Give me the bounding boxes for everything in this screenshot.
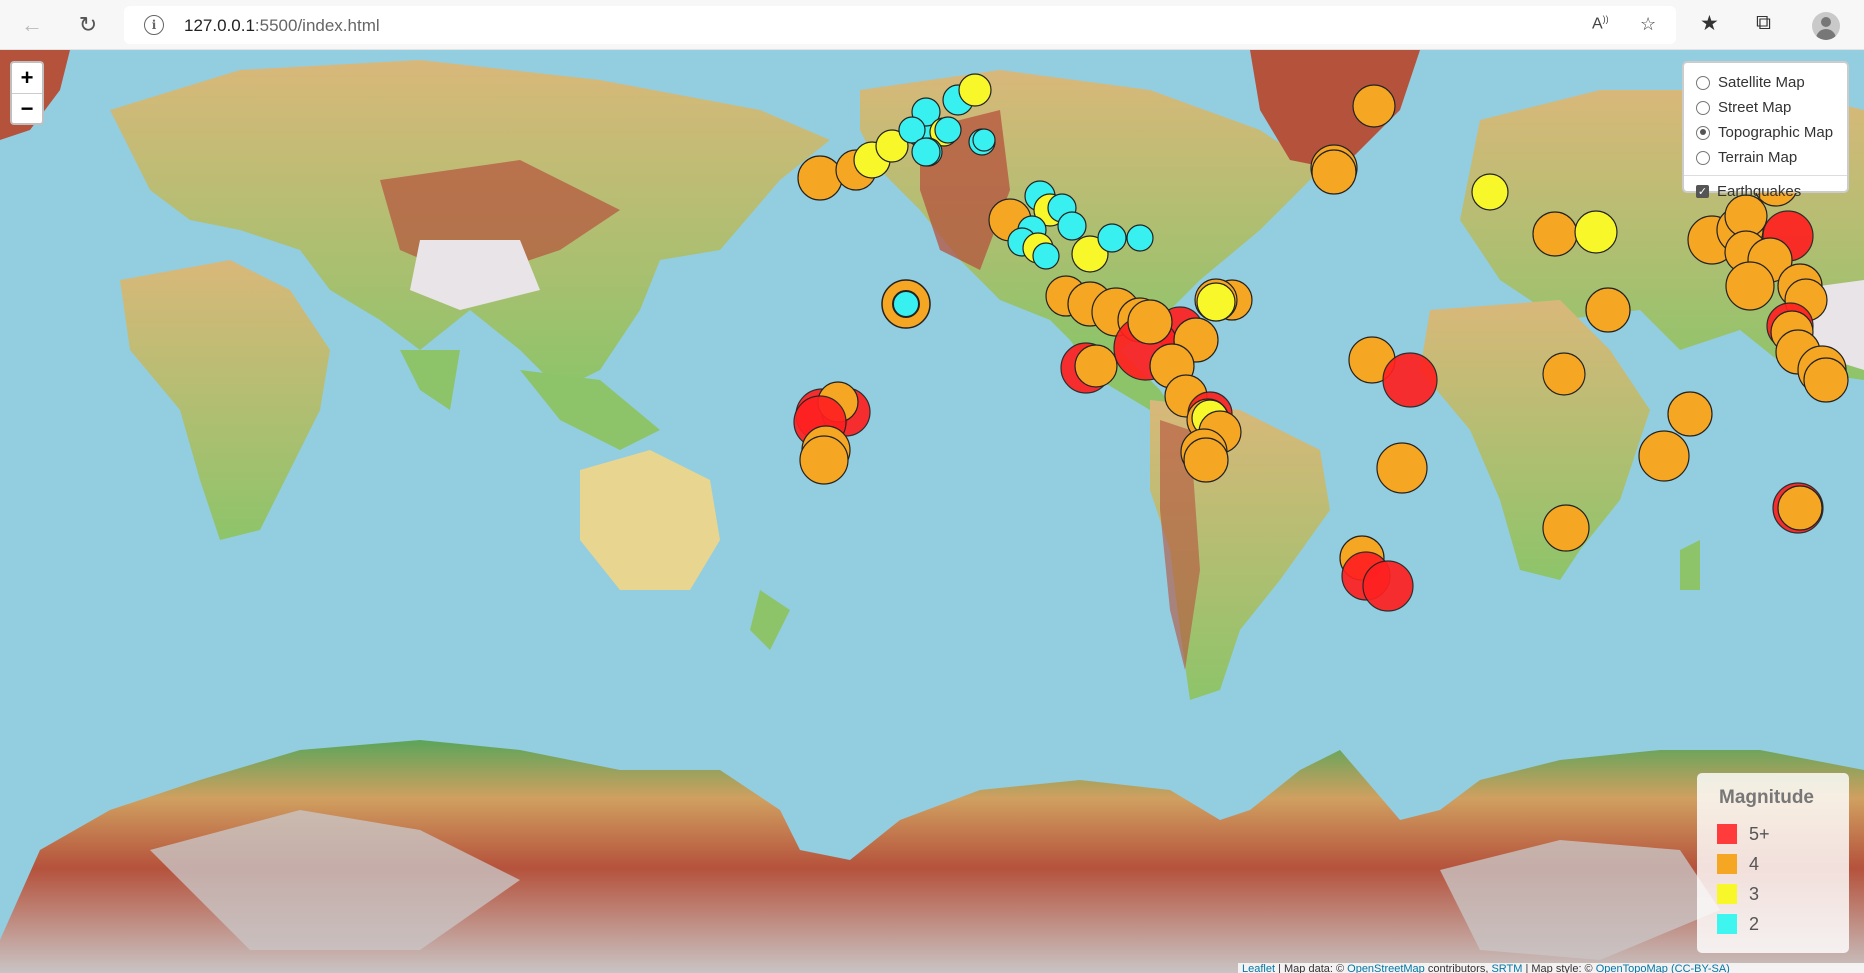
earthquake-marker[interactable] [797,155,843,201]
earthquake-marker[interactable] [1352,84,1396,128]
earthquake-marker[interactable] [1532,211,1578,257]
legend-label: 5+ [1749,823,1770,844]
zoom-control: + − [10,61,44,125]
earthquake-marker[interactable] [1074,344,1118,388]
attribution-text: contributors, [1424,963,1492,973]
layer-label: Street Map [1718,99,1792,116]
attribution-text: | Map data: © [1275,963,1348,973]
layer-label: Terrain Map [1718,149,1798,166]
collections-icon[interactable]: ⧉ [1756,11,1771,34]
address-bar[interactable]: i 127.0.0.1:5500/index.html A)) ☆ [124,6,1676,44]
browser-toolbar: ← ↻ i 127.0.0.1:5500/index.html A)) ☆ ★ … [0,0,1864,50]
legend-label: 3 [1749,883,1760,904]
earthquake-marker[interactable] [958,73,992,107]
earthquake-marker[interactable] [1471,173,1509,211]
zoom-out-button[interactable]: − [12,93,42,123]
layer-label: Satellite Map [1718,74,1805,91]
site-info-icon[interactable]: i [144,15,164,35]
layer-option-topographic[interactable]: Topographic Map [1696,120,1837,145]
leaflet-link[interactable]: Leaflet [1242,963,1276,973]
earthquake-marker[interactable] [1725,261,1775,311]
earthquake-marker[interactable] [1071,235,1109,273]
overlay-label: Earthquakes [1717,183,1802,200]
layer-control: Satellite Map Street Map Topographic Map… [1682,61,1849,200]
earthquake-marker[interactable] [1638,430,1690,482]
radio-button-selected[interactable] [1696,125,1710,140]
legend-label: 4 [1749,853,1760,874]
legend-item: 4 [1711,849,1849,879]
url-path: :5500/index.html [254,16,380,35]
legend-label: 2 [1749,913,1760,934]
legend-item: 2 [1711,909,1849,939]
osm-link[interactable]: OpenStreetMap [1347,963,1425,973]
legend-swatch [1717,824,1737,844]
earthquake-marker[interactable] [1777,485,1823,531]
legend-item: 3 [1711,879,1849,909]
profile-avatar[interactable] [1812,12,1840,40]
reload-icon[interactable]: ↻ [78,12,98,37]
earthquake-marker[interactable] [1057,211,1087,241]
legend-swatch [1717,914,1737,934]
earthquake-marker[interactable] [1382,352,1438,408]
earthquake-marker[interactable] [972,128,996,152]
add-favorite-icon[interactable]: ☆ [1640,14,1657,34]
earthquake-marker[interactable] [1542,504,1590,552]
earthquake-marker[interactable] [1311,149,1357,195]
srtm-link[interactable]: SRTM [1491,963,1523,973]
earthquake-marker[interactable] [1362,560,1414,612]
read-aloud-icon[interactable]: A)) [1592,14,1609,33]
map-attribution: Leaflet | Map data: © OpenStreetMap cont… [1238,963,1864,973]
radio-button[interactable] [1696,75,1710,90]
license-link[interactable]: (CC-BY-SA) [1670,963,1730,973]
legend-swatch [1717,854,1737,874]
overlay-option-earthquakes[interactable]: ✓ Earthquakes [1696,179,1837,204]
earthquake-marker[interactable] [1126,224,1154,252]
earthquake-marker[interactable] [1574,210,1618,254]
earthquake-marker[interactable] [1196,282,1236,322]
legend-title: Magnitude [1719,787,1814,808]
opentopomap-link[interactable]: OpenTopoMap [1595,963,1668,973]
attribution-text: | Map style: © [1522,963,1596,973]
legend-swatch [1717,884,1737,904]
zoom-in-button[interactable]: + [20,65,34,90]
url-text[interactable]: 127.0.0.1:5500/index.html [184,16,380,36]
earthquake-marker[interactable] [799,435,849,485]
radio-button[interactable] [1696,150,1710,165]
earthquake-marker[interactable] [1542,352,1586,396]
earthquake-marker[interactable] [1376,442,1428,494]
earthquake-marker[interactable] [1032,242,1060,270]
earthquake-markers-layer [793,73,1849,612]
layer-option-satellite[interactable]: Satellite Map [1696,70,1837,95]
earthquake-marker[interactable] [875,129,909,163]
earthquake-marker[interactable] [934,116,962,144]
earthquake-marker[interactable] [1667,391,1713,437]
map-container[interactable]: + − Satellite Map Street Map Topographic… [0,50,1864,973]
legend-item: 5+ [1711,819,1849,849]
earthquake-marker[interactable] [1585,287,1631,333]
earthquake-marker[interactable] [911,137,941,167]
earthquake-marker[interactable] [898,116,926,144]
layer-option-street[interactable]: Street Map [1696,95,1837,120]
layer-option-terrain[interactable]: Terrain Map [1696,145,1837,170]
checkbox-checked-icon[interactable]: ✓ [1696,185,1709,198]
layer-label: Topographic Map [1718,124,1834,141]
url-host: 127.0.0.1 [184,16,255,35]
earthquake-marker[interactable] [1183,437,1229,483]
earthquake-marker[interactable] [892,290,920,318]
favorites-icon[interactable]: ★ [1700,12,1719,35]
magnitude-legend: Magnitude 5+ 4 3 2 [1697,773,1849,953]
radio-button[interactable] [1696,100,1710,115]
earthquake-marker[interactable] [1097,223,1127,253]
back-arrow-icon[interactable]: ← [21,12,43,37]
earthquake-marker[interactable] [1127,299,1173,345]
layer-separator [1684,175,1847,176]
earthquake-marker[interactable] [1803,357,1849,403]
